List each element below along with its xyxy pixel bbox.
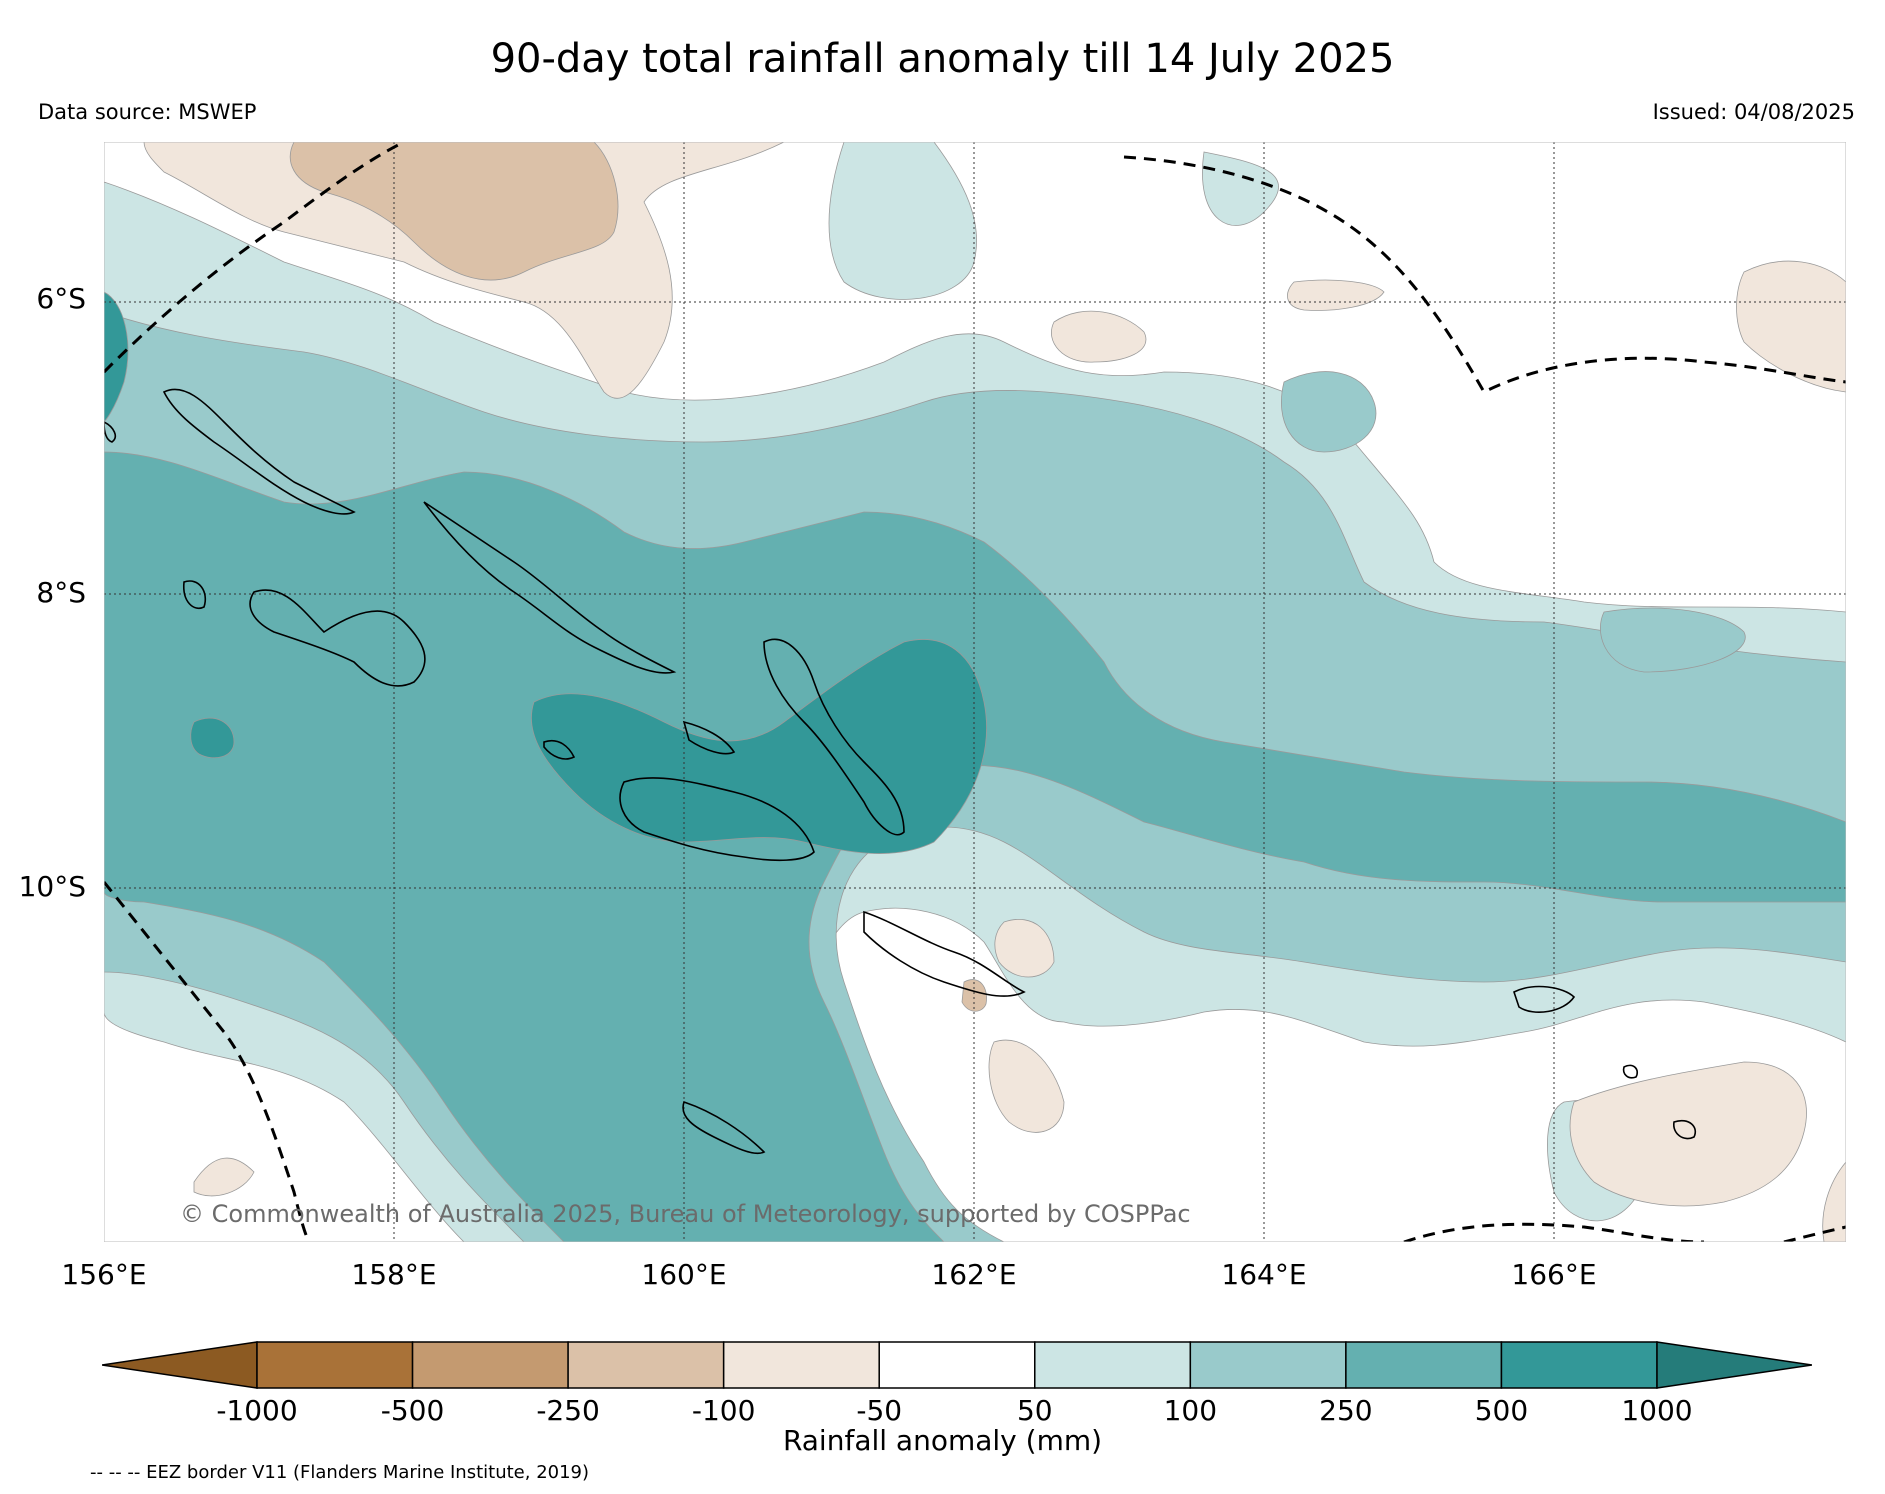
colorbar-segment bbox=[567, 1341, 725, 1389]
issued-date-label: Issued: 04/08/2025 bbox=[1652, 100, 1855, 124]
island-rennell bbox=[682, 1100, 766, 1155]
lon-label-160e: 160°E bbox=[641, 1258, 727, 1291]
lat-label-10s: 10°S bbox=[18, 870, 86, 903]
island-shortland bbox=[104, 421, 116, 443]
lat-label-8s: 8°S bbox=[36, 576, 86, 609]
anomaly-region-500-1000 bbox=[531, 639, 987, 854]
colorbar-tick-label: -1000 bbox=[216, 1394, 298, 1427]
colorbar-tick-label: 250 bbox=[1319, 1394, 1373, 1427]
colorbar-tick-label: -50 bbox=[856, 1394, 903, 1427]
anomaly-region-minus50-minus100 bbox=[193, 1157, 255, 1197]
lat-label-6s: 6°S bbox=[36, 282, 86, 315]
anomaly-region-minus50-minus100 bbox=[1569, 1061, 1807, 1207]
lon-label-162e: 162°E bbox=[931, 1258, 1017, 1291]
colorbar-segment bbox=[411, 1341, 569, 1389]
colorbar bbox=[102, 1341, 1812, 1389]
anomaly-region-minus100-minus250 bbox=[961, 979, 987, 1012]
island-vella-lavella bbox=[183, 580, 206, 609]
anomaly-region-250-500 bbox=[104, 451, 1846, 1242]
colorbar-segment bbox=[722, 1341, 880, 1389]
colorbar-segment bbox=[1345, 1341, 1503, 1389]
anomaly-region-minus50-minus100 bbox=[1736, 260, 1846, 393]
map-title: 90-day total rainfall anomaly till 14 Ju… bbox=[490, 36, 1395, 82]
colorbar-segment bbox=[1500, 1341, 1658, 1389]
colorbar-arrow-high bbox=[1656, 1341, 1812, 1389]
lon-label-158e: 158°E bbox=[351, 1258, 437, 1291]
island-vanikoro bbox=[1673, 1119, 1696, 1140]
colorbar-tick-label: 100 bbox=[1163, 1394, 1218, 1427]
colorbar-arrow-low bbox=[102, 1341, 258, 1389]
anomaly-region-500-1000 bbox=[190, 717, 235, 759]
lon-label-156e: 156°E bbox=[61, 1258, 147, 1291]
data-source-label: Data source: MSWEP bbox=[38, 100, 257, 124]
rainfall-anomaly-map bbox=[104, 142, 1846, 1242]
colorbar-tick-label: -500 bbox=[380, 1394, 445, 1427]
copyright-notice: © Commonwealth of Australia 2025, Bureau… bbox=[180, 1200, 1191, 1228]
colorbar-segment bbox=[1034, 1341, 1192, 1389]
island-makira bbox=[863, 910, 1026, 997]
island-bougainville bbox=[162, 388, 356, 515]
eez-borders bbox=[104, 142, 1846, 1242]
coastlines bbox=[104, 388, 1696, 1155]
colorbar-tick-label: -250 bbox=[536, 1394, 600, 1427]
island-choiseul bbox=[423, 501, 677, 674]
graticule bbox=[104, 142, 1846, 1242]
colorbar-tick-label: 1000 bbox=[1621, 1394, 1693, 1427]
colorbar-tick-label: 500 bbox=[1474, 1394, 1529, 1427]
colorbar-label: Rainfall anomaly (mm) bbox=[782, 1424, 1103, 1457]
colorbar-tick-label: -100 bbox=[691, 1394, 756, 1427]
island-new-georgia bbox=[249, 589, 426, 687]
anomaly-region-100-250 bbox=[1281, 371, 1377, 453]
colorbar-segment bbox=[1189, 1341, 1347, 1389]
anomaly-region-minus50-minus100 bbox=[994, 919, 1055, 978]
anomaly-region-100-250 bbox=[1600, 607, 1746, 673]
eez-note: -- -- -- EEZ border V11 (Flanders Marine… bbox=[90, 1462, 590, 1483]
island-santa-isabel bbox=[763, 638, 905, 836]
island-nendo bbox=[1513, 985, 1576, 1013]
anomaly-region-minus50-minus100 bbox=[1287, 279, 1385, 311]
island-guadalcanal bbox=[619, 777, 815, 862]
anomaly-region-minus50-minus100 bbox=[1051, 310, 1147, 363]
anomaly-region-50-100 bbox=[828, 142, 977, 300]
lon-label-166e: 166°E bbox=[1511, 1258, 1597, 1291]
island-utupua bbox=[1622, 1064, 1639, 1079]
island-russell bbox=[543, 739, 576, 760]
lon-label-164e: 164°E bbox=[1221, 1258, 1307, 1291]
colorbar-segment bbox=[256, 1341, 414, 1389]
colorbar-segment bbox=[878, 1341, 1036, 1389]
colorbar-tick-label: 50 bbox=[1016, 1394, 1053, 1427]
anomaly-region-500-1000 bbox=[104, 291, 129, 423]
island-malaita-fragment bbox=[682, 720, 736, 755]
anomaly-region-minus50-minus100 bbox=[988, 1039, 1065, 1133]
